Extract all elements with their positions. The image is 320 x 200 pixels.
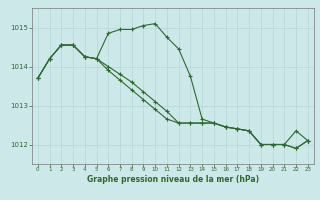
X-axis label: Graphe pression niveau de la mer (hPa): Graphe pression niveau de la mer (hPa) <box>87 175 259 184</box>
